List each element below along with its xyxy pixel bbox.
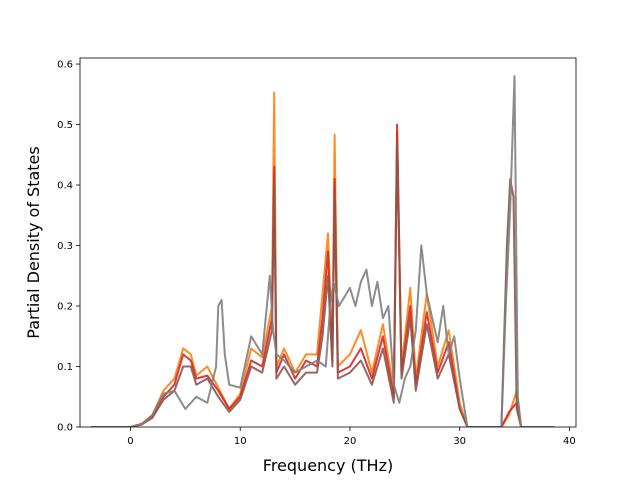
series-layer xyxy=(91,75,555,427)
x-tick-label: 10 xyxy=(234,436,247,447)
y-tick-label: 0.6 xyxy=(57,60,73,71)
y-axis-label: Partial Density of States xyxy=(24,146,43,338)
y-tick-label: 0.0 xyxy=(57,423,73,434)
series-line-3 xyxy=(91,141,555,427)
x-axis-label: Frequency (THz) xyxy=(263,456,393,475)
x-tick-label: 0 xyxy=(127,436,133,447)
series-line-2 xyxy=(91,123,555,427)
series-line-1 xyxy=(91,91,555,427)
y-axis-ticks: 0.0 0.1 0.2 0.3 0.4 0.5 0.6 xyxy=(57,60,80,434)
series-line-4 xyxy=(91,75,555,427)
x-tick-label: 20 xyxy=(344,436,357,447)
y-tick-label: 0.1 xyxy=(57,362,73,373)
y-tick-label: 0.4 xyxy=(57,181,73,192)
plot-frame xyxy=(79,57,577,428)
y-tick-label: 0.3 xyxy=(57,241,73,252)
x-tick-label: 40 xyxy=(563,436,576,447)
x-axis-ticks: 0 10 20 30 40 xyxy=(127,427,576,447)
x-tick-label: 30 xyxy=(453,436,466,447)
y-tick-label: 0.5 xyxy=(57,120,73,131)
y-tick-label: 0.2 xyxy=(57,302,73,313)
